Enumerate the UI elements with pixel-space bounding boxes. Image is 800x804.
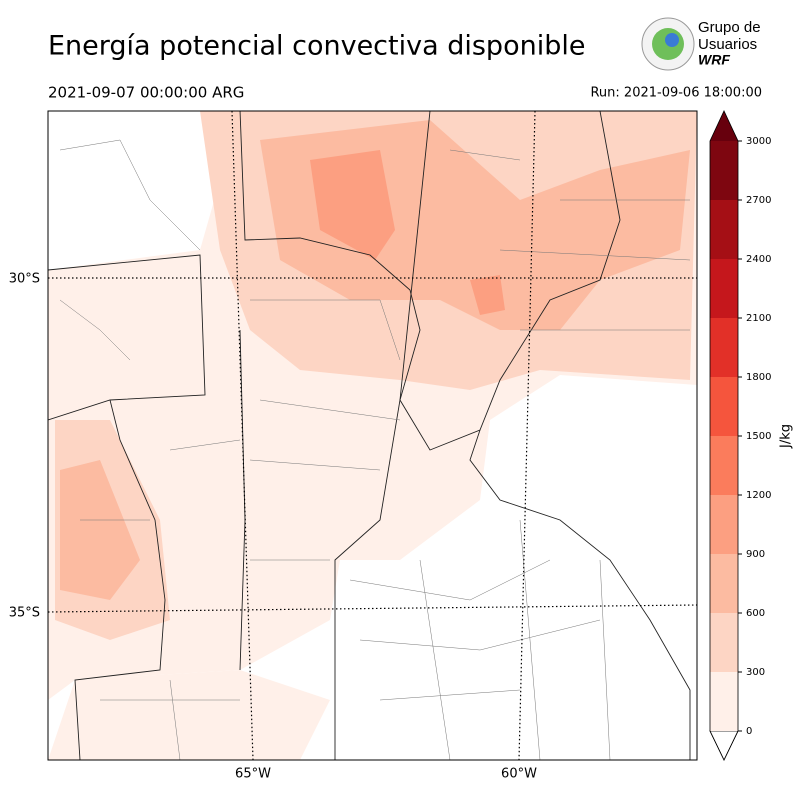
colorbar-tick-label: 1800 [746,372,771,383]
lon-label: 65°W [235,767,271,782]
colorbar-segment [710,200,738,259]
colorbar-tick-label: 900 [746,549,765,560]
logo-text: Grupo de [698,19,761,36]
colorbar-segment [710,613,738,672]
logo-text: WRF [698,52,730,68]
colorbar-tick-label: 1500 [746,431,771,442]
colorbar-tick-label: 2700 [746,195,771,206]
colorbar-tick-label: 0 [746,726,752,737]
colorbar-tick-label: 2400 [746,254,771,265]
colorbar-extend-over [710,111,738,141]
valid-time: 2021-09-07 00:00:00 ARG [48,84,244,102]
lat-label: 30°S [9,272,40,287]
colorbar: 0 300 600 900 1200 1500 1800 2100 2400 2700 3000 [709,110,771,761]
colorbar-label: J/kg [779,424,794,449]
colorbar-tick-label: 2100 [746,313,771,324]
colorbar-segment [710,259,738,318]
colorbar-tick-label: 600 [746,608,765,619]
colorbar-segment [710,141,738,200]
run-time: Run: 2021-09-06 18:00:00 [590,86,762,101]
colorbar-segment [710,318,738,377]
colorbar-segment [710,495,738,554]
map [48,111,697,760]
colorbar-segment [710,377,738,436]
logo: Grupo de Usuarios WRF [641,17,761,71]
colorbar-tick-label: 300 [746,667,765,678]
colorbar-extend-under [709,730,739,761]
colorbar-segment [710,672,738,731]
logo-text: Usuarios [698,36,757,53]
lat-label: 35°S [9,606,40,621]
colorbar-tick-label: 3000 [746,136,771,147]
colorbar-tick-label: 1200 [746,490,771,501]
title: Energía potencial convectiva disponible [48,31,585,62]
colorbar-segment [710,436,738,495]
colorbar-segment [710,554,738,613]
lon-label: 60°W [501,767,537,782]
